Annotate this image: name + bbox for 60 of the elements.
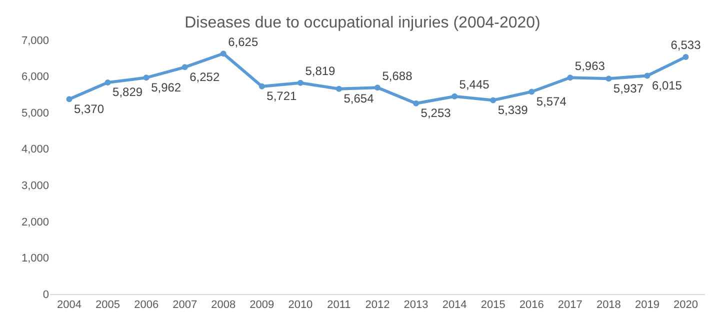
- data-label: 5,819: [305, 64, 336, 78]
- y-tick-label: 4,000: [21, 144, 49, 156]
- y-tick-label: 0: [42, 288, 49, 301]
- point: [182, 64, 188, 70]
- x-tick-label: 2015: [480, 299, 506, 312]
- data-label: 5,370: [74, 102, 104, 116]
- point: [528, 88, 535, 95]
- data-label: 5,253: [420, 106, 452, 120]
- x-tick-label: 2014: [442, 299, 467, 312]
- y-tick-label: 1,000: [21, 252, 49, 265]
- point: [452, 93, 458, 100]
- chart-title: Diseases due to occupational injuries (2004-2020): [184, 14, 540, 32]
- point: [567, 74, 574, 81]
- x-tick-label: 2012: [365, 299, 390, 312]
- point: [220, 50, 226, 57]
- point: [606, 76, 612, 82]
- y-tick-label: 6,000: [21, 71, 49, 84]
- x-tick-label: 2013: [404, 299, 428, 312]
- y-tick-label: 5,000: [21, 107, 49, 120]
- point: [336, 86, 342, 92]
- point: [258, 83, 265, 90]
- y-tick-label: 3,000: [21, 180, 49, 192]
- data-label: 5,963: [574, 58, 606, 73]
- data-label: 6,625: [228, 34, 258, 49]
- data-label: 5,339: [498, 103, 528, 118]
- data-label: 5,937: [613, 81, 644, 96]
- point: [644, 72, 650, 79]
- point: [297, 80, 304, 86]
- data-label: 5,445: [459, 78, 490, 92]
- data-label: 6,015: [652, 78, 682, 92]
- x-tick-label: 2009: [250, 299, 274, 312]
- point: [682, 54, 689, 60]
- x-tick-label: 2006: [134, 299, 159, 312]
- y-tick-label: 7,000: [21, 34, 49, 47]
- x-tick-label: 2007: [172, 299, 198, 312]
- x-tick-label: 2011: [327, 299, 351, 312]
- x-tick-label: 2004: [57, 299, 82, 312]
- point: [374, 84, 380, 91]
- data-label: 5,574: [536, 94, 567, 108]
- x-tick-label: 2019: [634, 299, 660, 312]
- data-label: 6,533: [670, 38, 702, 52]
- data-label: 5,688: [382, 68, 413, 83]
- x-tick-label: 2020: [674, 299, 698, 312]
- data-label: 5,962: [151, 80, 182, 94]
- x-tick-label: 2005: [96, 299, 120, 312]
- x-tick-label: 2008: [211, 299, 236, 312]
- point: [143, 74, 150, 81]
- x-tick-label: 2010: [288, 299, 313, 312]
- x-tick-label: 2018: [596, 299, 621, 312]
- x-tick-label: 2017: [558, 299, 582, 312]
- point: [413, 100, 420, 106]
- x-tick-label: 2016: [519, 299, 544, 312]
- data-label: 5,654: [344, 92, 374, 106]
- data-label: 6,252: [190, 70, 220, 84]
- data-label: 5,829: [112, 85, 143, 100]
- point: [490, 97, 496, 104]
- point: [104, 79, 111, 86]
- point: [66, 96, 72, 102]
- data-label: 5,721: [266, 89, 298, 104]
- y-tick-label: 2,000: [21, 216, 49, 228]
